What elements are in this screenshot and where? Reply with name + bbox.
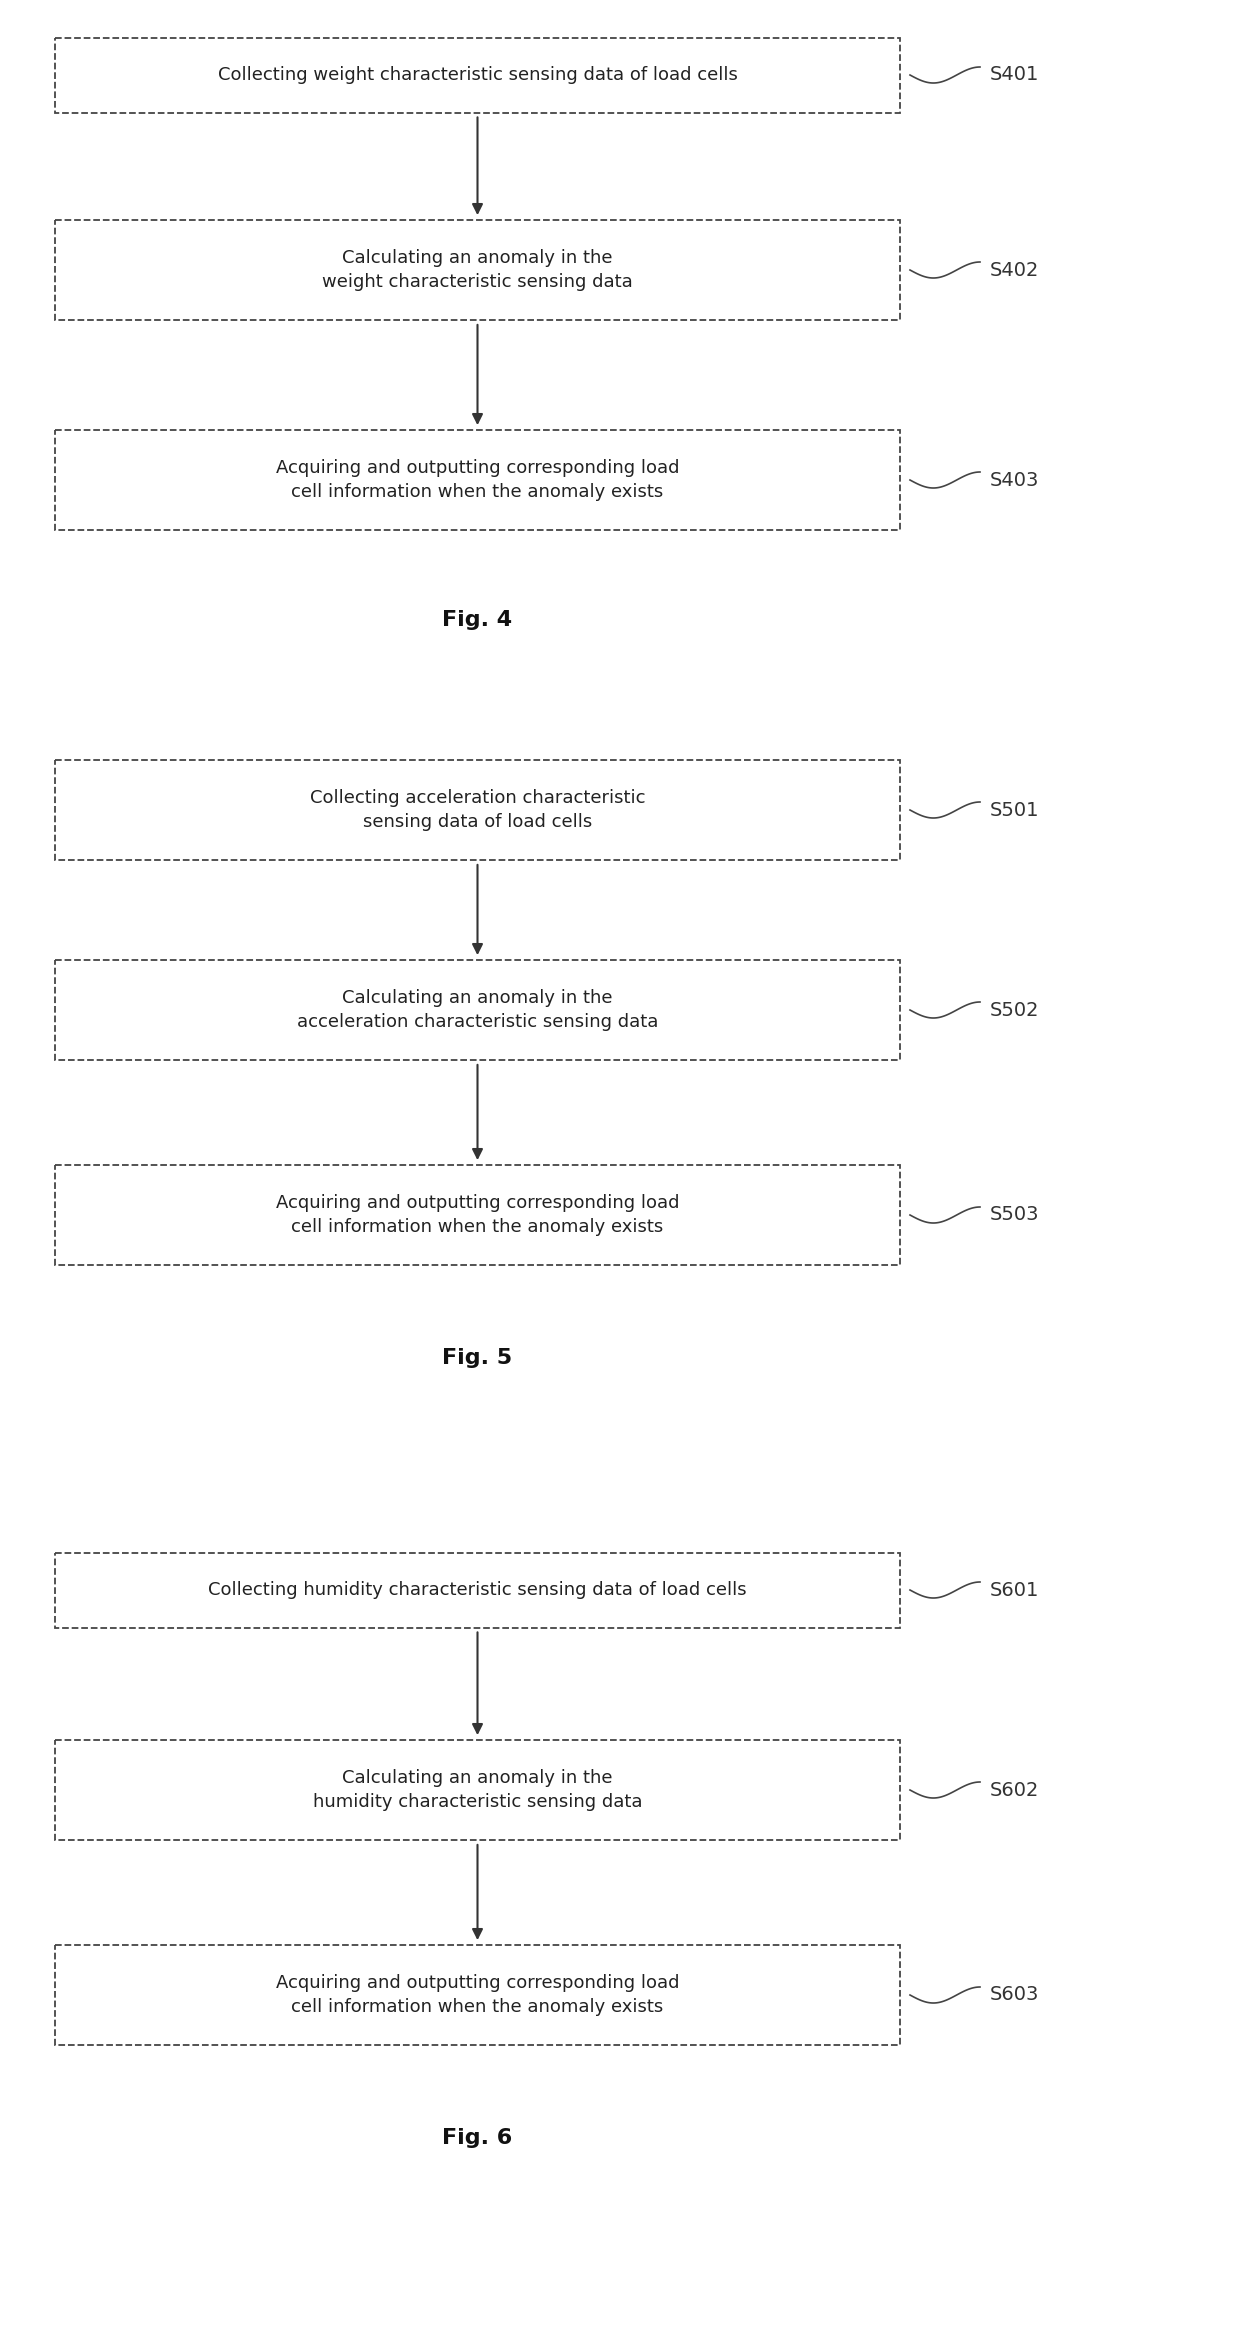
Bar (55, 1553, 900, 1628)
Text: Collecting humidity characteristic sensing data of load cells: Collecting humidity characteristic sensi… (208, 1581, 746, 1600)
Text: Acquiring and outputting corresponding load
cell information when the anomaly ex: Acquiring and outputting corresponding l… (275, 1195, 680, 1237)
Text: Fig. 4: Fig. 4 (443, 610, 512, 631)
Bar (55, 219, 900, 319)
Text: Acquiring and outputting corresponding load
cell information when the anomaly ex: Acquiring and outputting corresponding l… (275, 459, 680, 501)
Bar (55, 1164, 900, 1265)
Text: Fig. 5: Fig. 5 (443, 1348, 512, 1367)
Bar (55, 759, 900, 859)
Text: S402: S402 (990, 261, 1039, 279)
Text: S503: S503 (990, 1206, 1039, 1225)
Bar (55, 960, 900, 1060)
Text: Calculating an anomaly in the
humidity characteristic sensing data: Calculating an anomaly in the humidity c… (312, 1770, 642, 1812)
Bar (55, 1740, 900, 1840)
Text: Acquiring and outputting corresponding load
cell information when the anomaly ex: Acquiring and outputting corresponding l… (275, 1975, 680, 2017)
Text: Collecting weight characteristic sensing data of load cells: Collecting weight characteristic sensing… (217, 65, 738, 84)
Text: S501: S501 (990, 801, 1039, 820)
Bar (55, 431, 900, 531)
Text: Collecting acceleration characteristic
sensing data of load cells: Collecting acceleration characteristic s… (310, 790, 645, 831)
Text: S502: S502 (990, 1001, 1039, 1020)
Text: S403: S403 (990, 470, 1039, 489)
Text: S602: S602 (990, 1779, 1039, 1800)
Text: S601: S601 (990, 1581, 1039, 1600)
Text: Calculating an anomaly in the
weight characteristic sensing data: Calculating an anomaly in the weight cha… (322, 249, 632, 291)
Text: Fig. 6: Fig. 6 (443, 2129, 512, 2147)
Text: S603: S603 (990, 1987, 1039, 2005)
Bar (55, 37, 900, 112)
Bar (55, 1945, 900, 2045)
Text: S401: S401 (990, 65, 1039, 84)
Text: Calculating an anomaly in the
acceleration characteristic sensing data: Calculating an anomaly in the accelerati… (296, 990, 658, 1032)
